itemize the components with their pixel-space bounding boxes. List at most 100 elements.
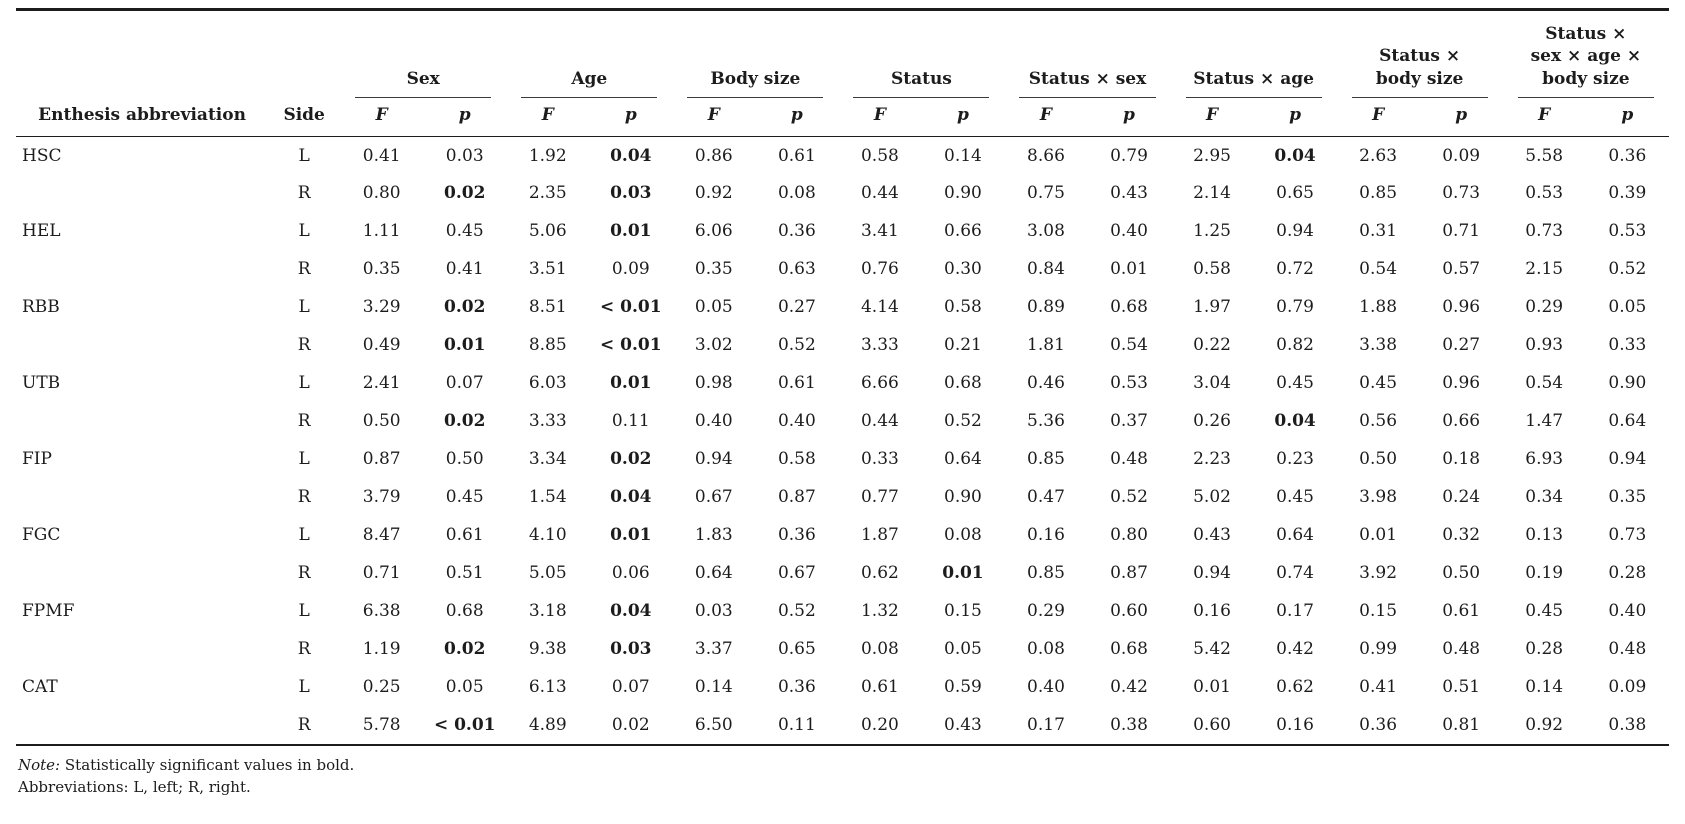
f-value-cell: 0.45	[1359, 373, 1398, 394]
p-value-cell: 0.04	[1274, 411, 1316, 432]
p-value-cell: 0.06	[611, 563, 650, 584]
f-value-cell: 1.88	[1359, 297, 1398, 318]
p-value-cell: 0.61	[445, 525, 484, 546]
p-value-cell: 0.58	[777, 449, 816, 470]
f-value-cell: 3.92	[1359, 563, 1398, 584]
f-value-cell: 6.13	[528, 677, 567, 698]
p-value-cell: 0.27	[777, 297, 816, 318]
f-value-cell: 6.66	[860, 373, 899, 394]
p-value-cell: 0.48	[1608, 639, 1647, 660]
p-value-cell: 0.57	[1442, 259, 1481, 280]
p-value-cell: 0.36	[1608, 145, 1647, 166]
f-value-cell: 0.01	[1193, 677, 1231, 698]
anova-results-table: Sex Age Body size Status Status × sex St…	[16, 8, 1669, 746]
f-column-header: F	[506, 98, 590, 138]
p-value-cell: 0.53	[1110, 373, 1148, 394]
p-value-cell: 0.04	[610, 145, 652, 166]
table-row: R 0.49 0.01 8.85 < 0.01 3.02 0.52 3.33 0.21 1.81 0…	[16, 327, 1669, 365]
side-cell: L	[298, 601, 310, 622]
f-value-cell: 8.66	[1027, 145, 1065, 166]
p-value-cell: 0.15	[944, 601, 982, 622]
note-prefix: Note:	[18, 755, 61, 774]
group-header-spacer	[16, 10, 340, 99]
p-value-cell: 0.01	[610, 221, 652, 242]
enthesis-cell: FPMF	[22, 601, 75, 622]
p-value-cell: 0.50	[1442, 563, 1481, 584]
table-row: R 1.19 0.02 9.38 0.03 3.37 0.65 0.08 0.05 0.08 0.6…	[16, 631, 1669, 669]
f-column-header: F	[838, 98, 922, 138]
group-header-status-x-sex: Status × sex	[1004, 10, 1170, 99]
p-column-header: p	[423, 98, 507, 138]
p-value-cell: 0.36	[777, 525, 816, 546]
p-value-cell: 0.03	[610, 639, 652, 660]
enthesis-column-header: Enthesis abbreviation	[16, 98, 269, 138]
p-value-cell: 0.54	[1110, 335, 1148, 356]
f-value-cell: 6.50	[694, 714, 733, 735]
p-value-cell: 0.73	[1608, 525, 1647, 546]
f-value-cell: 3.29	[362, 297, 401, 318]
f-value-cell: 5.02	[1193, 487, 1231, 508]
f-value-cell: 0.14	[1525, 677, 1564, 698]
paper-table-page: Sex Age Body size Status Status × sex St…	[16, 8, 1669, 796]
p-value-cell: 0.27	[1442, 335, 1481, 356]
f-value-cell: 4.10	[528, 525, 567, 546]
f-value-cell: 0.33	[860, 449, 899, 470]
f-value-cell: 8.85	[528, 335, 567, 356]
f-value-cell: 0.36	[1359, 714, 1398, 735]
f-value-cell: 0.85	[1027, 449, 1065, 470]
p-value-cell: 0.07	[611, 677, 650, 698]
side-cell: R	[297, 563, 311, 584]
p-value-cell: 0.80	[1110, 525, 1148, 546]
group-header-row: Sex Age Body size Status Status × sex St…	[16, 10, 1669, 99]
p-value-cell: 0.79	[1276, 297, 1314, 318]
table-row: R 0.50 0.02 3.33 0.11 0.40 0.40 0.44 0.52 5.36 0.3…	[16, 403, 1669, 441]
p-value-cell: 0.11	[777, 714, 816, 735]
p-value-cell: 0.01	[444, 335, 486, 356]
p-value-cell: 0.48	[1110, 449, 1148, 470]
table-row: R 0.35 0.41 3.51 0.09 0.35 0.63 0.76 0.30 0.84 0.0…	[16, 251, 1669, 289]
enthesis-cell	[16, 251, 268, 289]
p-value-cell: 0.02	[444, 639, 486, 660]
f-value-cell: 0.93	[1525, 335, 1564, 356]
p-value-cell: 0.05	[445, 677, 484, 698]
f-value-cell: 0.22	[1193, 335, 1231, 356]
enthesis-cell: HEL	[22, 221, 61, 242]
p-value-cell: 0.43	[944, 714, 982, 735]
side-cell: L	[298, 221, 310, 242]
f-value-cell: 0.49	[362, 335, 401, 356]
p-value-cell: 0.52	[777, 601, 816, 622]
p-value-cell: 0.37	[1110, 411, 1148, 432]
f-value-cell: 0.50	[362, 411, 401, 432]
side-cell: L	[298, 525, 310, 546]
p-value-cell: 0.09	[1608, 677, 1647, 698]
side-cell: L	[298, 145, 310, 166]
f-value-cell: 0.16	[1027, 525, 1065, 546]
f-column-header: F	[1336, 98, 1420, 138]
enthesis-cell	[16, 707, 268, 745]
enthesis-cell	[16, 403, 268, 441]
side-cell: R	[297, 411, 311, 432]
f-value-cell: 2.14	[1193, 183, 1231, 204]
f-value-cell: 0.89	[1027, 297, 1065, 318]
p-value-cell: 0.02	[444, 297, 486, 318]
p-value-cell: 0.04	[610, 487, 652, 508]
p-value-cell: 0.63	[777, 259, 816, 280]
f-value-cell: 3.33	[528, 411, 567, 432]
p-value-cell: 0.03	[445, 145, 484, 166]
f-value-cell: 0.56	[1359, 411, 1398, 432]
f-value-cell: 4.89	[528, 714, 567, 735]
p-column-header: p	[589, 98, 673, 138]
p-value-cell: 0.32	[1442, 525, 1481, 546]
enthesis-cell	[16, 479, 268, 517]
f-value-cell: 0.77	[860, 487, 899, 508]
p-column-header: p	[1419, 98, 1503, 138]
p-value-cell: 0.02	[611, 714, 650, 735]
f-value-cell: 0.29	[1027, 601, 1065, 622]
f-value-cell: 0.35	[694, 259, 733, 280]
f-value-cell: 0.85	[1359, 183, 1398, 204]
p-value-cell: 0.11	[611, 411, 650, 432]
p-value-cell: 0.74	[1276, 563, 1314, 584]
side-column-header: Side	[268, 98, 341, 138]
p-value-cell: 0.24	[1442, 487, 1481, 508]
f-value-cell: 1.81	[1027, 335, 1065, 356]
